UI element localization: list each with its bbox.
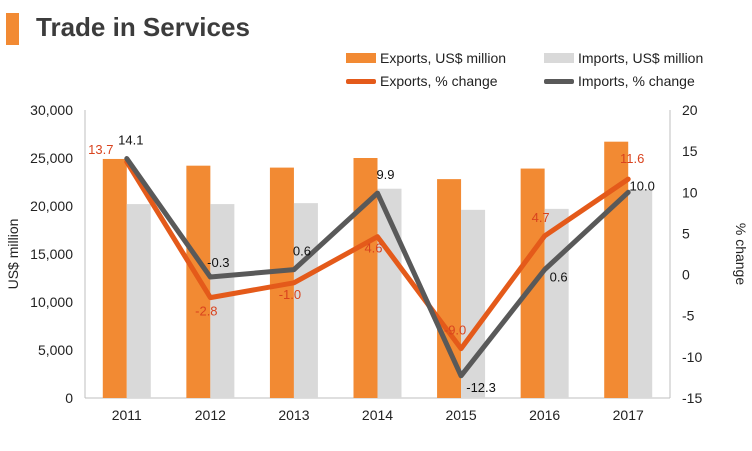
legend-imports-bar: Imports, US$ million: [544, 50, 703, 66]
bar-imports: [293, 203, 318, 398]
data-label-exports-change: 11.6: [620, 151, 644, 166]
y-left-tick-label: 20,000: [30, 198, 73, 214]
bar-imports: [461, 209, 486, 398]
data-label-imports-change: -0.3: [207, 255, 229, 270]
y-right-tick-label: 5: [682, 225, 690, 241]
bar-imports: [126, 204, 151, 398]
bar-imports: [544, 208, 569, 398]
legend-swatch-imports-bar: [544, 53, 574, 63]
legend-exports-bar: Exports, US$ million: [346, 50, 506, 66]
title-accent-bar: [6, 13, 19, 45]
y-right-axis-title: % change: [733, 223, 749, 285]
data-label-exports-change: -2.8: [195, 304, 217, 319]
data-label-imports-change: -12.3: [466, 380, 496, 395]
y-right-tick-label: -5: [682, 308, 695, 324]
y-left-tick-label: 25,000: [30, 150, 73, 166]
data-label-imports-change: 0.6: [550, 270, 568, 285]
y-right-tick-label: -15: [682, 390, 702, 406]
data-label-exports-change: 13.7: [88, 142, 113, 157]
y-left-axis-title: US$ million: [5, 219, 21, 290]
line-imports-change: [124, 156, 631, 379]
y-right-tick-label: 15: [682, 143, 698, 159]
y-right-tick-label: 20: [682, 102, 698, 118]
y-right-tick-label: 10: [682, 184, 698, 200]
x-tick-label: 2014: [362, 407, 393, 423]
data-label-exports-change: 4.6: [364, 241, 382, 256]
y-left-tick-label: 0: [65, 390, 73, 406]
data-label-exports-change: -1.0: [279, 287, 301, 302]
x-tick-label: 2017: [613, 407, 644, 423]
data-label-exports-change: -9.0: [444, 323, 466, 338]
legend-label: Imports, US$ million: [578, 50, 704, 66]
y-right-tick-label: 0: [682, 267, 690, 283]
x-tick-label: 2015: [445, 407, 476, 423]
legend-imports-line: Imports, % change: [544, 73, 695, 89]
chart-title: Trade in Services: [36, 12, 250, 42]
x-tick-label: 2011: [112, 407, 142, 423]
bar-imports: [210, 204, 235, 398]
y-left-tick-label: 10,000: [30, 294, 73, 310]
legend-swatch-exports-line: [346, 78, 376, 84]
data-label-imports-change: 14.1: [118, 133, 143, 148]
bar-exports: [102, 158, 127, 398]
x-tick-label: 2013: [278, 407, 309, 423]
y-right-tick-label: -10: [682, 349, 702, 365]
legend-exports-line: Exports, % change: [346, 73, 498, 89]
y-left-tick-label: 15,000: [30, 246, 73, 262]
legend-swatch-imports-line: [544, 78, 574, 84]
data-label-imports-change: 10.0: [630, 178, 655, 193]
y-left-tick-label: 5,000: [38, 342, 73, 358]
bar-imports: [628, 189, 653, 398]
legend-label: Imports, % change: [578, 73, 695, 89]
x-tick-label: 2016: [529, 407, 560, 423]
y-left-tick-label: 30,000: [30, 102, 73, 118]
legend-swatch-exports-bar: [346, 53, 376, 63]
data-label-imports-change: 9.9: [376, 167, 394, 182]
data-label-imports-change: 0.6: [293, 244, 311, 259]
x-tick-label: 2012: [195, 407, 226, 423]
legend-label: Exports, % change: [380, 73, 498, 89]
legend-label: Exports, US$ million: [380, 50, 507, 66]
line-exports-change: [124, 159, 631, 352]
data-label-exports-change: 4.7: [532, 210, 550, 225]
